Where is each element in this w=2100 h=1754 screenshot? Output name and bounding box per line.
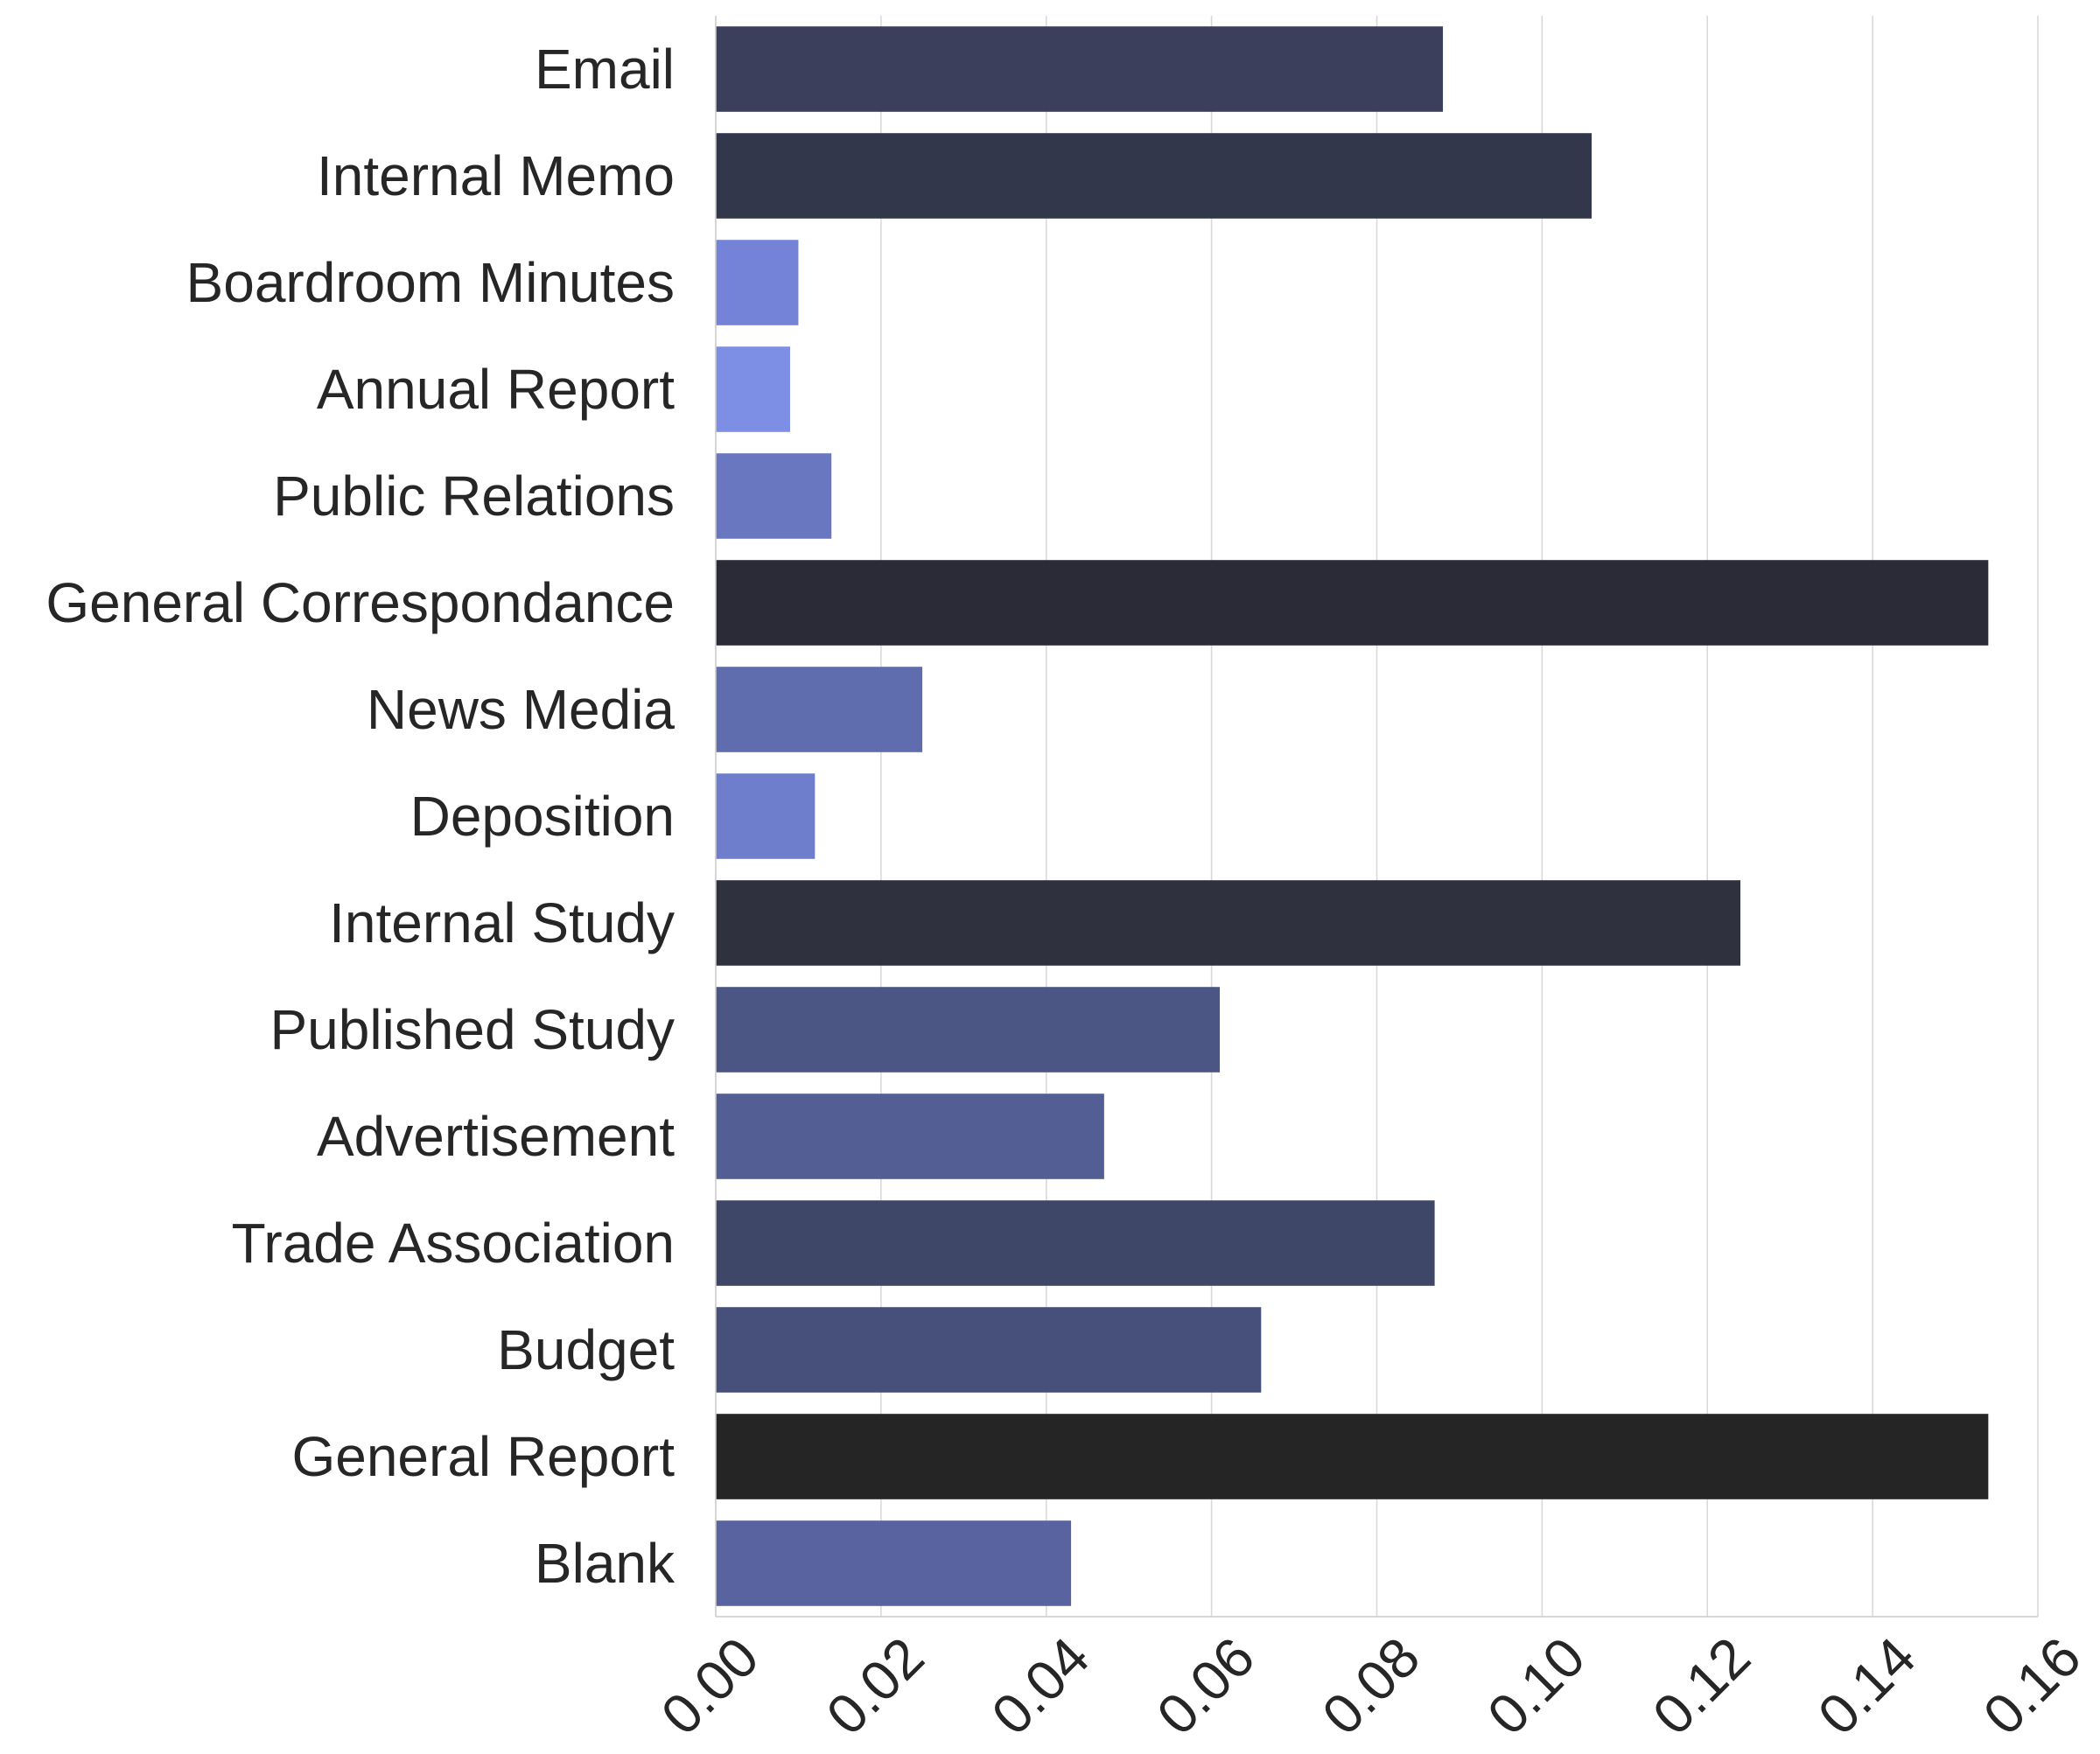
bar: [716, 1094, 1104, 1179]
category-label: Internal Study: [329, 891, 675, 954]
bar: [716, 1520, 1072, 1606]
category-label: Deposition: [410, 785, 675, 848]
x-tick-label: 0.04: [979, 1625, 1101, 1747]
category-label: Published Study: [270, 998, 675, 1061]
bar: [716, 453, 832, 539]
bar: [716, 1307, 1262, 1393]
category-label: Budget: [497, 1318, 675, 1381]
category-label: News Media: [367, 678, 676, 741]
bar: [716, 1200, 1435, 1286]
bar: [716, 240, 799, 325]
bar: [716, 667, 923, 752]
category-label: Boardroom Minutes: [186, 251, 675, 314]
bar: [716, 773, 816, 859]
x-tick-label: 0.08: [1310, 1625, 1432, 1747]
category-label: Internal Memo: [317, 144, 675, 207]
x-tick-label: 0.10: [1475, 1625, 1597, 1747]
category-label: General Correspondance: [46, 571, 675, 634]
bar: [716, 346, 790, 432]
category-label: Trade Association: [232, 1212, 675, 1275]
category-label: Blank: [535, 1532, 676, 1595]
category-label: Public Relations: [273, 465, 675, 528]
category-label: General Report: [291, 1425, 675, 1488]
category-labels: Email Internal Memo Boardroom Minutes Annua…: [46, 38, 676, 1595]
bar: [716, 133, 1592, 219]
bar: [716, 880, 1741, 966]
x-tick-labels: 0.00 0.02 0.04 0.06 0.08 0.10 0.12 0.14 0.16: [649, 1625, 2093, 1747]
category-label: Email: [535, 38, 675, 101]
x-tick-label: 0.00: [649, 1625, 771, 1747]
x-tick-label: 0.12: [1641, 1625, 1762, 1747]
bar: [716, 1414, 1989, 1499]
bar: [716, 987, 1221, 1073]
x-tick-label: 0.16: [1971, 1625, 2093, 1747]
x-tick-label: 0.02: [815, 1625, 936, 1747]
bar: [716, 560, 1989, 646]
category-label: Annual Report: [317, 358, 675, 421]
bar: [716, 26, 1444, 112]
x-tick-label: 0.06: [1144, 1625, 1266, 1747]
bars: [716, 26, 1989, 1606]
gridlines: [880, 16, 2039, 1617]
x-tick-label: 0.14: [1806, 1625, 1928, 1747]
category-label: Advertisement: [317, 1105, 675, 1168]
axes: [715, 16, 2038, 1618]
